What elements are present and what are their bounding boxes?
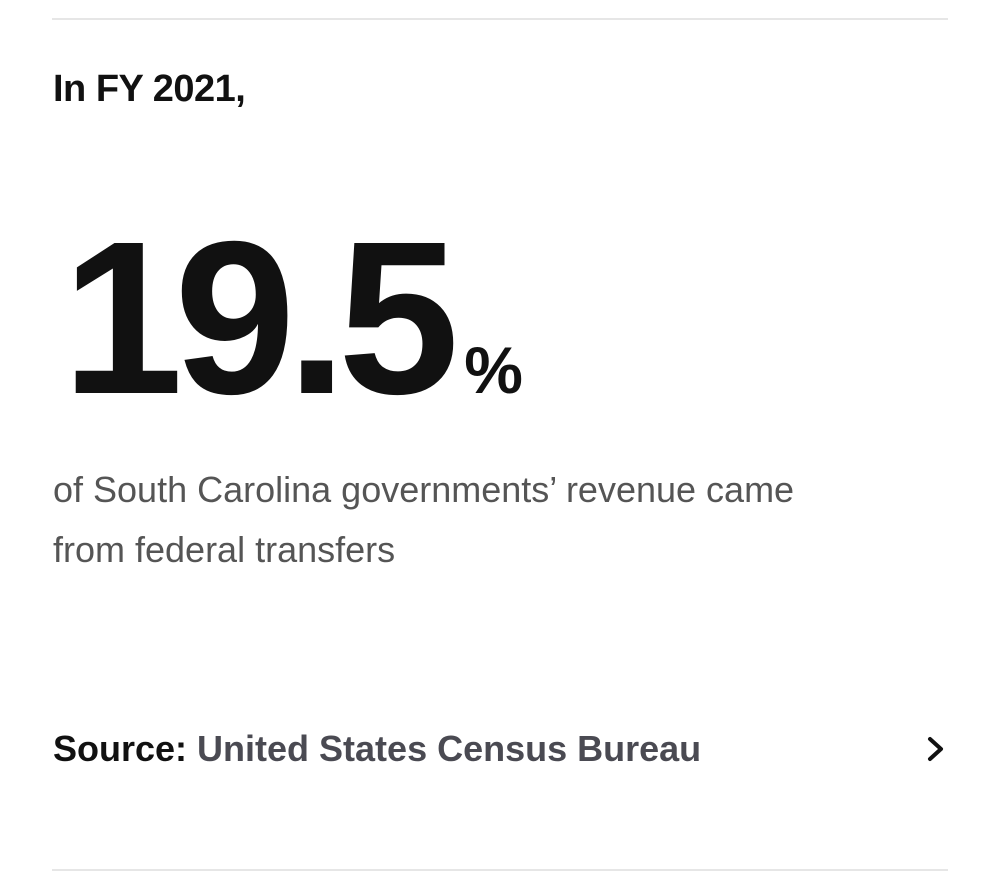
description: of South Carolina governments’ revenue c… <box>53 469 795 570</box>
divider <box>52 18 948 20</box>
divider <box>52 869 948 871</box>
chevron[interactable] <box>924 734 948 764</box>
stat-unit: % <box>464 333 523 407</box>
source-row[interactable]: Source: United States Census Bureau <box>53 728 948 770</box>
stat: 19.5% <box>62 210 523 428</box>
source-link[interactable]: United States Census Bureau <box>197 728 702 769</box>
heading: In FY 2021, <box>53 68 246 110</box>
source-label: Source: <box>53 728 188 769</box>
stat-value: 19.5 <box>62 197 459 440</box>
